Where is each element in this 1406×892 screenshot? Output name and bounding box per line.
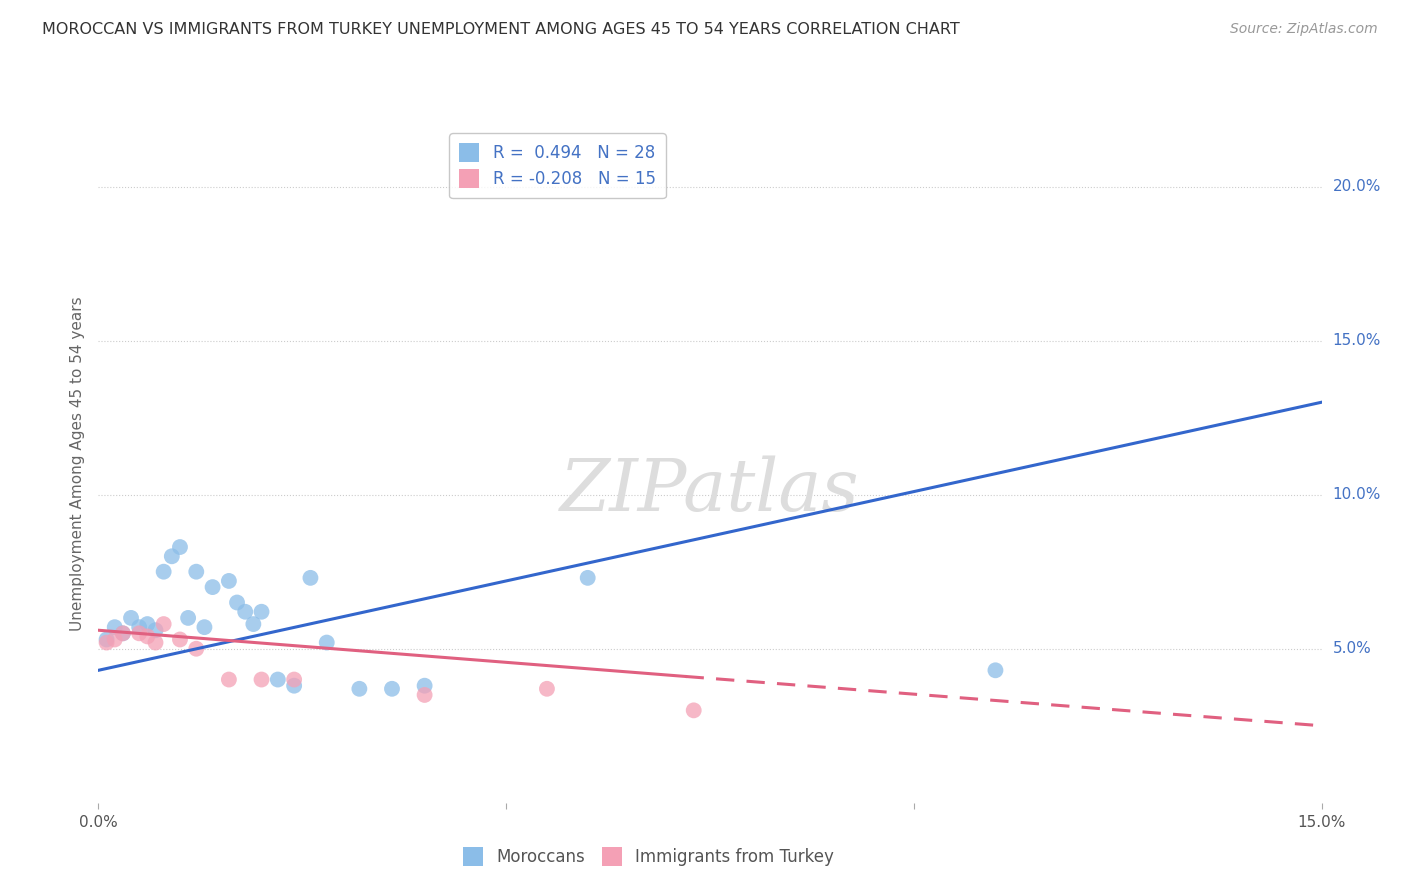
Point	[283, 679, 305, 693]
Point	[226, 595, 249, 609]
Y-axis label: Unemployment Among Ages 45 to 54 years: Unemployment Among Ages 45 to 54 years	[69, 296, 84, 632]
Point	[128, 620, 150, 634]
Text: 10.0%: 10.0%	[1333, 487, 1381, 502]
Point	[120, 611, 142, 625]
Point	[218, 673, 240, 687]
Point	[186, 641, 208, 656]
Point	[152, 565, 174, 579]
Point	[128, 626, 150, 640]
Point	[576, 571, 599, 585]
Point	[536, 681, 558, 696]
Point	[413, 679, 436, 693]
Text: Source: ZipAtlas.com: Source: ZipAtlas.com	[1230, 22, 1378, 37]
Text: 20.0%: 20.0%	[1333, 179, 1381, 194]
Point	[111, 626, 134, 640]
Point	[381, 681, 404, 696]
Point	[218, 574, 240, 588]
Point	[104, 632, 127, 647]
Point	[250, 605, 273, 619]
Text: MOROCCAN VS IMMIGRANTS FROM TURKEY UNEMPLOYMENT AMONG AGES 45 TO 54 YEARS CORREL: MOROCCAN VS IMMIGRANTS FROM TURKEY UNEMP…	[42, 22, 960, 37]
Point	[111, 626, 134, 640]
Legend: Moroccans, Immigrants from Turkey: Moroccans, Immigrants from Turkey	[457, 840, 841, 872]
Point	[152, 617, 174, 632]
Point	[242, 617, 264, 632]
Point	[145, 635, 167, 649]
Point	[96, 635, 118, 649]
Point	[96, 632, 118, 647]
Point	[136, 629, 159, 643]
Point	[984, 663, 1007, 677]
Point	[413, 688, 436, 702]
Point	[145, 624, 167, 638]
Point	[193, 620, 215, 634]
Point	[104, 620, 127, 634]
Point	[233, 605, 256, 619]
Point	[349, 681, 371, 696]
Point	[177, 611, 200, 625]
Point	[267, 673, 290, 687]
Point	[299, 571, 322, 585]
Point	[186, 565, 208, 579]
Point	[160, 549, 183, 564]
Point	[315, 635, 337, 649]
Text: ZIPatlas: ZIPatlas	[560, 456, 860, 526]
Point	[136, 617, 159, 632]
Point	[250, 673, 273, 687]
Point	[201, 580, 224, 594]
Point	[169, 540, 191, 554]
Point	[169, 632, 191, 647]
Text: 15.0%: 15.0%	[1333, 333, 1381, 348]
Point	[682, 703, 704, 717]
Text: 5.0%: 5.0%	[1333, 641, 1371, 657]
Point	[283, 673, 305, 687]
